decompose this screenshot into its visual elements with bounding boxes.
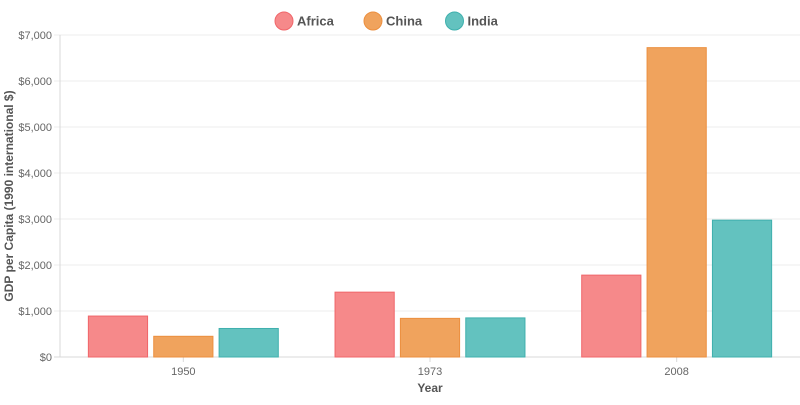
bar-africa-1950[interactable] (87, 315, 149, 358)
y-tick-label: $2,000 (18, 260, 52, 272)
legend-swatch (274, 11, 294, 31)
legend-item-africa[interactable]: Africa (274, 11, 335, 31)
legend-item-india[interactable]: India (445, 11, 499, 31)
legend-label: Africa (297, 14, 335, 29)
bar-china-2008[interactable] (646, 47, 707, 358)
bar-india-2008[interactable] (711, 219, 773, 358)
x-tick-label: 1973 (418, 366, 442, 378)
gridlines (54, 34, 800, 358)
x-tick-label: 2008 (664, 366, 688, 378)
bar-india-1973[interactable] (465, 317, 526, 358)
x-tick-label: 1950 (171, 366, 195, 378)
legend-label: India (468, 14, 499, 29)
x-tick-labels: 1950 1973 2008 (171, 366, 689, 378)
legend-swatch (445, 11, 464, 31)
y-tick-labels: $0 $1,000 $2,000 $3,000 $4,000 $5,000 $6,000 $7… (18, 30, 52, 364)
x-axis-title: Year (417, 381, 443, 395)
y-tick-label: $0 (40, 352, 52, 364)
bar-china-1950[interactable] (153, 335, 214, 358)
y-axis-title: GDP per Capita (1990 international $) (2, 90, 16, 301)
y-tick-label: $3,000 (18, 214, 52, 226)
bar-china-1973[interactable] (399, 317, 461, 358)
y-tick-label: $7,000 (18, 30, 52, 42)
bar-africa-2008[interactable] (581, 274, 642, 358)
y-tick-label: $4,000 (18, 168, 52, 180)
axes (59, 35, 678, 362)
legend: Africa China India (274, 11, 499, 31)
y-tick-label: $6,000 (18, 76, 52, 88)
legend-label: China (386, 14, 423, 29)
legend-swatch (363, 11, 383, 31)
y-tick-label: $1,000 (18, 306, 52, 318)
bar-india-1950[interactable] (218, 327, 279, 358)
y-tick-label: $5,000 (18, 122, 52, 134)
bar-africa-1973[interactable] (334, 291, 395, 358)
legend-item-china[interactable]: China (363, 11, 423, 31)
bars (87, 47, 773, 358)
